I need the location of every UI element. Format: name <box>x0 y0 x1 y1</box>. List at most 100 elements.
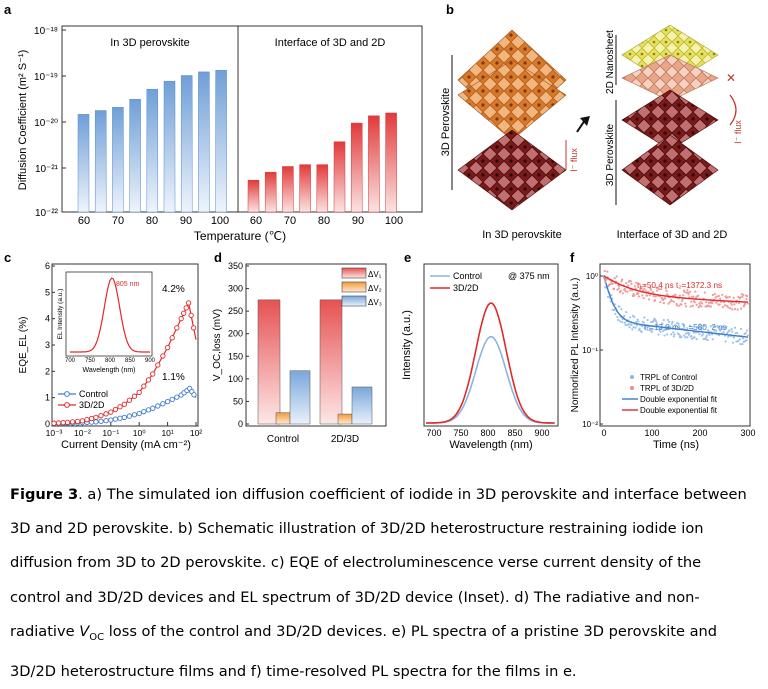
panel-f-point-control <box>715 329 718 332</box>
inset-peak-label: 805 nm <box>116 281 140 288</box>
panel-f-point-control <box>638 327 641 330</box>
panel-c-point <box>117 404 123 410</box>
panel-c-point <box>98 412 104 419</box>
panel-f-point-3d2d <box>645 294 649 297</box>
panel-f-point-control <box>646 318 649 322</box>
panel-f-point-3d2d <box>723 304 727 307</box>
panel-c-point <box>103 411 109 417</box>
inset-xlabel: Wavelength (nm) <box>82 367 135 374</box>
panel-f-point-control <box>624 323 627 327</box>
panel-f-point-3d2d <box>613 276 616 280</box>
panel-f-point-3d2d <box>602 276 606 279</box>
panel-f-point-3d2d <box>684 302 687 305</box>
panel-b-caption-left: In 3D perovskite <box>482 229 561 241</box>
panel-f-point-control <box>616 315 619 319</box>
panel-e-curve-3d2d <box>426 302 555 424</box>
panel-f-point-control <box>722 331 725 334</box>
panel-f-point-3d2d <box>640 287 643 290</box>
panel-f-point-3d2d <box>746 302 749 305</box>
panel-f-point-3d2d <box>686 289 689 292</box>
panel-f-point-control <box>660 327 663 330</box>
panel-f-point-3d2d <box>725 304 729 307</box>
panel-f-point-3d2d <box>629 280 632 283</box>
panel-f-point-control <box>642 321 645 324</box>
panel-e-xtick: 750 <box>453 428 468 438</box>
panel-f-point-3d2d <box>736 308 739 311</box>
panel-f-point-control <box>704 338 707 341</box>
panel-c-ytick: 1 <box>45 393 50 403</box>
bar-a-interface <box>385 112 397 213</box>
panel-f-annot-blue: t₁=13.3 ns t₂=580. 2 ns <box>644 323 727 332</box>
panel-f-point-control <box>707 329 710 333</box>
panel-f-point-control <box>627 323 630 326</box>
panel-f-point-control <box>650 330 653 334</box>
panel-c-annot-11: 1.1% <box>162 372 185 383</box>
panel-f-x-ticks: 0 100 200 300 <box>601 428 755 438</box>
panel-f-point-control <box>677 322 680 325</box>
panel-a-xlabel: Temperature (℃) <box>194 229 286 243</box>
panel-f-point-control <box>635 320 638 324</box>
panel-f-xtick: 200 <box>692 428 707 438</box>
panel-f-point-3d2d <box>642 297 645 300</box>
panel-f-frame <box>599 263 751 427</box>
panel-f-point-3d2d <box>609 282 612 286</box>
panel-d-legend: ΔV₁ ΔV₂ ΔV₃ <box>341 267 382 307</box>
panel-c-point <box>69 419 76 425</box>
panel-a: a In 3D perovskite Interface of 3D and 2… <box>4 2 423 243</box>
panel-c-ytick: 6 <box>45 261 50 271</box>
panel-c-point <box>169 396 175 403</box>
panel-f-point-control <box>633 315 636 318</box>
bar-a-interface <box>316 164 329 213</box>
caption-line-5b: loss of the control and 3D/2D devices. e… <box>104 622 718 640</box>
panel-d-ytick: 300 <box>228 284 243 294</box>
panel-f-point-control <box>682 323 685 326</box>
panel-f-point-3d2d <box>737 295 740 299</box>
panel-f-point-control <box>640 330 643 334</box>
panel-f-point-3d2d <box>667 302 670 305</box>
panel-f-xlabel: Time (ns) <box>653 439 699 451</box>
panel-a-xtick: 60 <box>250 215 262 227</box>
panel-a-region-label-2: Interface of 3D and 2D <box>275 37 386 49</box>
panel-f-point-3d2d <box>728 295 731 299</box>
bar-a-interface <box>299 164 311 213</box>
panel-f-point-3d2d <box>692 295 695 298</box>
panel-f-point-control <box>606 295 610 299</box>
panel-f-xtick: 300 <box>740 428 755 438</box>
panel-f-point-control <box>695 338 698 341</box>
panel-f-point-control <box>717 326 720 329</box>
panel-f-point-3d2d <box>660 287 663 291</box>
panel-c-point <box>181 310 187 316</box>
panel-f-point-control <box>637 320 640 323</box>
panel-f-point-3d2d <box>700 305 703 308</box>
caption-line-6: 3D/2D heterostructure films and f) time-… <box>10 662 577 680</box>
panel-a-ytick: 10⁻²² <box>35 208 59 219</box>
panel-e-curve-control <box>426 335 555 424</box>
panel-f-point-control <box>703 324 706 328</box>
panel-f-point-control <box>643 326 647 330</box>
figure-3: a In 3D perovskite Interface of 3D and 2… <box>4 2 756 451</box>
panel-f-point-3d2d <box>678 304 681 307</box>
panel-f-point-3d2d <box>711 302 714 305</box>
panel-f-point-3d2d <box>665 289 668 293</box>
panel-c-point <box>178 316 184 322</box>
panel-e-curves <box>426 302 555 424</box>
legend-3d2d: 3D/2D <box>79 400 105 410</box>
bar-a-interface <box>350 122 363 213</box>
panel-f-point-control <box>711 338 714 341</box>
panel-c-point <box>112 416 119 422</box>
panel-e-xtick: 800 <box>480 428 495 438</box>
panel-f-point-3d2d <box>618 284 621 288</box>
panel-f-point-3d2d <box>637 292 640 295</box>
panel-f-point-3d2d <box>688 290 692 293</box>
panel-a-xtick: 70 <box>112 215 124 227</box>
bar-d-dv2 <box>337 413 353 425</box>
panel-f-point-3d2d <box>731 308 734 311</box>
panel-c-point <box>145 377 152 383</box>
panel-f-point-control <box>745 339 748 342</box>
panel-f-point-3d2d <box>715 295 718 298</box>
panel-c-xtick: 10¹ <box>161 428 173 438</box>
panel-f-point-3d2d <box>623 287 626 291</box>
panel-f-point-3d2d <box>733 308 737 311</box>
panel-f-point-control <box>618 305 621 308</box>
panel-a-region-label-1: In 3D perovskite <box>110 37 189 49</box>
